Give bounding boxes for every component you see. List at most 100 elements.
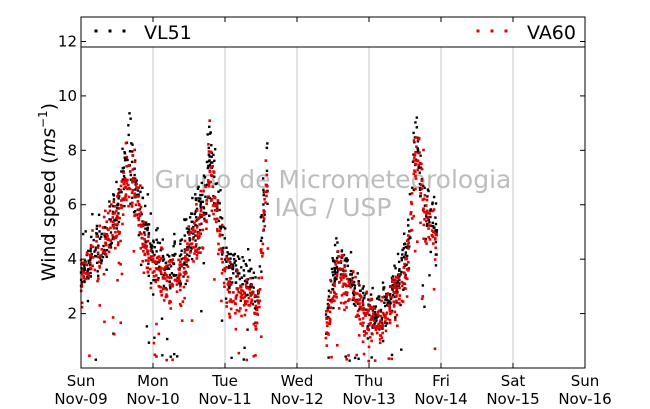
data-point [378, 298, 381, 301]
data-point [83, 268, 86, 272]
data-point [159, 271, 163, 275]
data-point [195, 257, 199, 260]
data-point [363, 330, 367, 333]
data-point [210, 199, 213, 203]
data-point [202, 213, 206, 217]
data-point [116, 203, 119, 207]
data-point [149, 249, 152, 252]
data-point [154, 267, 158, 270]
data-point [242, 269, 246, 272]
data-point [379, 308, 383, 312]
data-point [178, 302, 182, 306]
data-point [173, 352, 176, 356]
data-point [375, 331, 379, 335]
data-point [93, 250, 96, 253]
data-point [168, 273, 172, 277]
data-point [151, 257, 155, 261]
data-point [226, 251, 229, 254]
data-point [89, 261, 92, 265]
data-point [137, 194, 141, 198]
data-point [410, 202, 414, 206]
data-point [118, 231, 121, 234]
data-point [127, 164, 131, 167]
data-point [89, 266, 92, 270]
data-point [82, 271, 86, 274]
data-point [135, 179, 138, 182]
data-point [135, 186, 138, 189]
data-point [155, 322, 158, 326]
data-point [150, 258, 153, 262]
data-point [121, 178, 125, 181]
data-point [199, 197, 202, 200]
data-point [326, 302, 330, 306]
data-point [393, 318, 397, 321]
data-point [183, 248, 187, 251]
data-point [358, 284, 361, 287]
data-point [210, 198, 214, 201]
data-point [333, 299, 336, 303]
data-point [374, 305, 377, 308]
data-point [352, 297, 356, 300]
data-point [144, 259, 148, 262]
data-point [246, 248, 250, 251]
data-point [404, 276, 407, 279]
data-point [151, 251, 154, 254]
data-point [125, 182, 129, 185]
data-point [103, 232, 106, 236]
data-point [393, 310, 397, 314]
data-point [136, 195, 139, 198]
data-point [143, 246, 147, 249]
data-point [235, 293, 239, 297]
data-point [412, 188, 416, 192]
data-point [424, 204, 428, 207]
data-point [178, 288, 182, 292]
data-point [381, 311, 385, 315]
data-point [198, 223, 201, 226]
data-point [265, 173, 269, 177]
data-point [195, 203, 198, 206]
data-point [210, 143, 213, 147]
data-point [367, 345, 371, 349]
data-point [199, 207, 203, 211]
data-point [349, 285, 353, 289]
data-point [114, 236, 117, 240]
data-point [224, 297, 228, 300]
data-point [404, 287, 407, 290]
data-point [338, 267, 342, 270]
x-tick-label-day: Sun [67, 372, 96, 390]
data-point [420, 179, 424, 182]
data-point [342, 282, 345, 286]
data-point [161, 254, 165, 258]
data-point [350, 280, 354, 284]
data-point [241, 283, 244, 286]
data-point [219, 189, 222, 192]
data-point [217, 248, 221, 251]
data-point [84, 230, 87, 233]
data-point [103, 250, 107, 254]
x-tick-label-day: Thu [354, 372, 383, 390]
data-point [232, 253, 235, 257]
data-point [424, 240, 427, 243]
data-point [147, 256, 151, 260]
data-point [257, 290, 261, 294]
data-point [414, 162, 418, 166]
data-point [101, 255, 105, 259]
data-point [143, 233, 147, 237]
data-point [115, 224, 119, 227]
data-point [331, 288, 334, 291]
data-point [257, 289, 261, 292]
data-point [191, 227, 195, 230]
data-point [120, 170, 123, 173]
data-point [208, 196, 212, 200]
data-point [142, 220, 145, 224]
data-point [254, 324, 257, 328]
data-point [97, 277, 100, 280]
data-point [234, 259, 237, 263]
data-point [207, 180, 210, 183]
data-point [104, 252, 108, 256]
data-point [425, 224, 429, 227]
data-point [97, 252, 100, 256]
data-point [194, 210, 197, 213]
data-point [356, 272, 359, 275]
data-point [98, 304, 102, 307]
